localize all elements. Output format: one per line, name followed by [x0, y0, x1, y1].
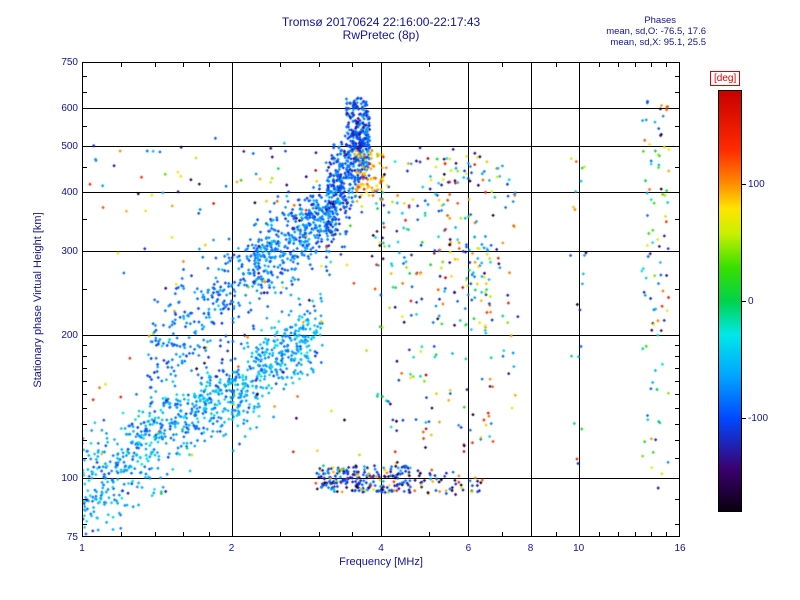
y-minor-tick [83, 457, 87, 459]
x-minor-tick [121, 63, 123, 67]
x-minor-tick [555, 532, 557, 536]
y-tick-label: 400 [61, 186, 78, 198]
y-tick-label: 300 [61, 246, 78, 258]
y-minor-tick [83, 380, 87, 382]
x-minor-tick [599, 532, 601, 536]
x-tick-label: 2 [228, 543, 235, 554]
y-tick-label: 100 [61, 472, 78, 484]
stats-header: Phases [644, 15, 676, 26]
stats-o-mode: mean, sd,O: -76.5, 17.6 [606, 26, 706, 37]
x-tick-label: 1 [79, 543, 85, 554]
y-tick-label: 75 [66, 532, 78, 543]
y-minor-tick [675, 523, 679, 525]
x-minor-tick [183, 532, 185, 536]
y-minor-tick [83, 125, 87, 127]
y-minor-tick [83, 523, 87, 525]
y-axis-title: Stationary phase Virtual Height [km] [32, 212, 44, 388]
y-minor-tick [83, 91, 87, 93]
x-minor-tick [617, 63, 619, 67]
x-minor-tick [651, 63, 653, 67]
colorbar-tick-label: -100 [748, 413, 769, 425]
y-minor-tick [83, 345, 87, 347]
y-minor-tick [675, 219, 679, 221]
x-tick-label: 4 [378, 543, 384, 554]
x-tick-label: 6 [465, 543, 472, 554]
y-minor-tick [675, 91, 679, 93]
x-minor-tick [318, 532, 320, 536]
x-minor-tick [279, 63, 281, 67]
x-minor-tick [154, 532, 156, 536]
y-minor-tick [675, 499, 679, 501]
x-minor-tick [429, 63, 431, 67]
x-minor-tick [635, 63, 637, 67]
y-minor-tick [675, 76, 679, 78]
y-tick-label: 600 [61, 103, 78, 115]
x-minor-tick [352, 63, 354, 67]
x-minor-tick [208, 63, 210, 67]
y-minor-tick [83, 288, 87, 290]
y-minor-tick [83, 356, 87, 358]
y-minor-tick [675, 345, 679, 347]
x-axis-title: Frequency [MHz] [339, 556, 423, 568]
x-minor-tick [555, 63, 557, 67]
scatter-canvas [82, 62, 680, 537]
colorbar-tick [742, 183, 746, 185]
y-tick-label: 750 [61, 57, 78, 68]
x-minor-tick [352, 532, 354, 536]
y-minor-tick [83, 408, 87, 410]
y-minor-tick [675, 356, 679, 358]
x-minor-tick [183, 63, 185, 67]
x-minor-tick [599, 63, 601, 67]
y-minor-tick [83, 394, 87, 395]
x-tick-label: 16 [674, 543, 686, 554]
y-minor-tick [675, 457, 679, 459]
y-minor-tick [675, 288, 679, 290]
y-minor-tick [83, 423, 87, 425]
y-minor-tick [83, 368, 87, 370]
y-minor-tick [83, 167, 87, 169]
plot-title: Tromsø 20170624 22:16:00-22:17:43 RwPret… [82, 16, 680, 42]
y-minor-tick [83, 440, 87, 442]
colorbar-tick-label: 0 [748, 296, 754, 307]
plot-frame [82, 62, 680, 537]
colorbar-tick [742, 418, 746, 420]
x-minor-tick [617, 532, 619, 536]
y-minor-tick [675, 125, 679, 127]
colorbar-units-label: [deg] [710, 71, 741, 86]
y-minor-tick [675, 408, 679, 410]
y-minor-tick [675, 167, 679, 169]
x-minor-tick [666, 63, 668, 67]
x-minor-tick [154, 63, 156, 67]
x-minor-tick [318, 63, 320, 67]
y-tick-label: 500 [61, 140, 78, 152]
x-minor-tick [429, 532, 431, 536]
y-minor-tick [83, 76, 87, 78]
colorbar-tick-label: 100 [748, 178, 765, 190]
y-minor-tick [675, 380, 679, 382]
y-minor-tick [83, 219, 87, 221]
x-minor-tick [666, 532, 668, 536]
x-minor-tick [635, 532, 637, 536]
y-minor-tick [83, 499, 87, 501]
title-line-2: RwPretec (8p) [342, 28, 420, 42]
y-minor-tick [675, 423, 679, 425]
colorbar-tick [742, 301, 746, 302]
x-minor-tick [651, 532, 653, 536]
title-line-1: Tromsø 20170624 22:16:00-22:17:43 [281, 15, 481, 29]
stats-x-mode: mean, sd,X: 95.1, 25.5 [610, 37, 706, 48]
y-minor-tick [675, 440, 679, 442]
phase-stats: Phases mean, sd,O: -76.5, 17.6 mean, sd,… [556, 15, 706, 48]
y-minor-tick [675, 368, 679, 370]
x-tick-label: 10 [573, 543, 585, 554]
x-minor-tick [501, 63, 503, 67]
y-tick-label: 200 [61, 329, 78, 341]
x-minor-tick [279, 532, 281, 536]
x-minor-tick [501, 532, 503, 536]
colorbar [718, 90, 742, 512]
x-minor-tick [121, 532, 123, 536]
x-tick-label: 8 [527, 543, 534, 554]
x-minor-tick [208, 532, 210, 536]
y-minor-tick [675, 394, 679, 395]
